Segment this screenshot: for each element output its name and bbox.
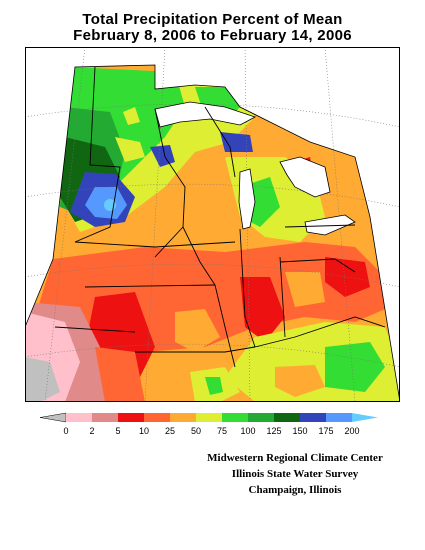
map-title-line2: February 8, 2006 to February 14, 2006: [73, 27, 352, 44]
legend-swatch: [222, 413, 248, 422]
legend-label: 200: [344, 426, 359, 436]
legend-label: 75: [217, 426, 227, 436]
legend-label: 5: [115, 426, 120, 436]
legend-label: 0: [63, 426, 68, 436]
map-title-line1: Total Precipitation Percent of Mean: [82, 11, 343, 28]
legend-label: 150: [292, 426, 307, 436]
lake-huron: [279, 156, 331, 198]
map-frame: [25, 47, 400, 402]
legend-swatch: [92, 413, 118, 422]
legend-swatch: [196, 413, 222, 422]
map-canvas: [25, 47, 400, 402]
legend-swatch: [66, 413, 92, 422]
credit-line3: Champaign, Illinois: [248, 484, 342, 496]
precipitation-map: [25, 47, 400, 402]
lake-erie: [304, 214, 356, 236]
great-lakes: [154, 101, 356, 236]
legend-label: 175: [318, 426, 333, 436]
legend-label: 10: [139, 426, 149, 436]
legend-label: 50: [191, 426, 201, 436]
legend-swatch: [170, 413, 196, 422]
legend-swatch: [274, 413, 300, 422]
credit-line2: Illinois State Water Survey: [231, 468, 359, 480]
lake-michigan: [238, 168, 256, 230]
legend-label: 25: [165, 426, 175, 436]
legend-swatch: [300, 413, 326, 422]
credit-line1: Midwestern Regional Climate Center: [207, 452, 383, 464]
lake-superior: [154, 101, 257, 128]
legend-swatch: [326, 413, 352, 422]
legend-label: 100: [240, 426, 255, 436]
legend-arrow-low: [39, 412, 67, 423]
state-boundaries: [54, 66, 386, 368]
legend: 0 2 5 10 25 50 75 100 125 150 175 200: [39, 412, 378, 436]
legend-label: 125: [266, 426, 281, 436]
legend-swatch: [248, 413, 274, 422]
legend-arrow-high: [352, 413, 378, 422]
legend-label: 2: [89, 426, 94, 436]
legend-swatch: [144, 413, 170, 422]
legend-swatch: [118, 413, 144, 422]
